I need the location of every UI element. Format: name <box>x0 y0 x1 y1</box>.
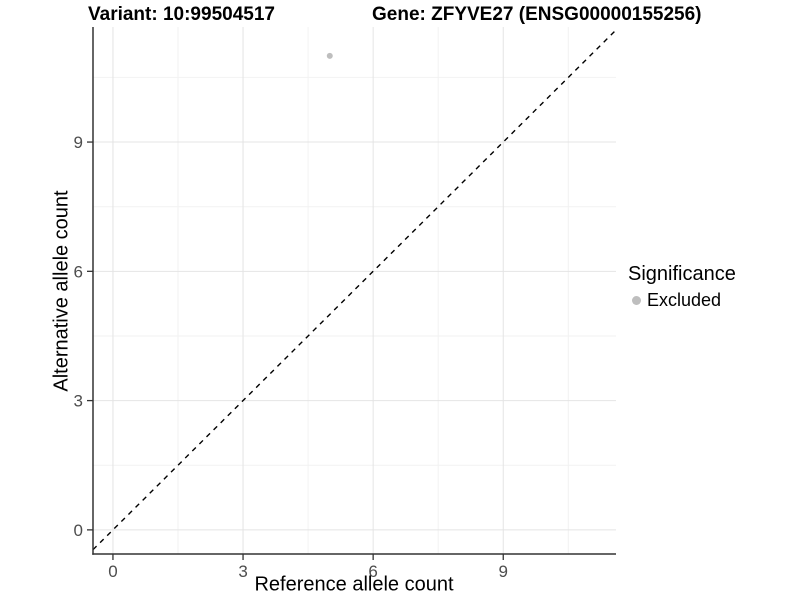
plot-title-variant: Variant: 10:99504517 <box>88 4 275 25</box>
plot-title-gene: Gene: ZFYVE27 (ENSG00000155256) <box>372 4 702 25</box>
y-tick-label: 9 <box>74 133 83 152</box>
x-tick-label: 3 <box>238 562 247 581</box>
y-tick-label: 6 <box>74 262 83 281</box>
legend-item-label: Excluded <box>647 289 722 310</box>
y-tick-label: 0 <box>74 521 83 540</box>
x-tick-label: 6 <box>368 562 377 581</box>
x-axis-title: Reference allele count <box>254 573 454 596</box>
data-point <box>326 52 333 59</box>
x-tick-label: 0 <box>108 562 117 581</box>
identity-dashed-line <box>92 29 617 551</box>
legend-item: Excluded <box>628 288 736 312</box>
x-tick-label: 9 <box>499 562 508 581</box>
legend-title: Significance <box>628 263 736 285</box>
y-tick-label: 3 <box>74 392 83 411</box>
legend: Significance Excluded <box>628 262 736 312</box>
y-axis-title: Alternative allele count <box>50 190 73 392</box>
legend-key-dot-icon <box>632 295 641 305</box>
